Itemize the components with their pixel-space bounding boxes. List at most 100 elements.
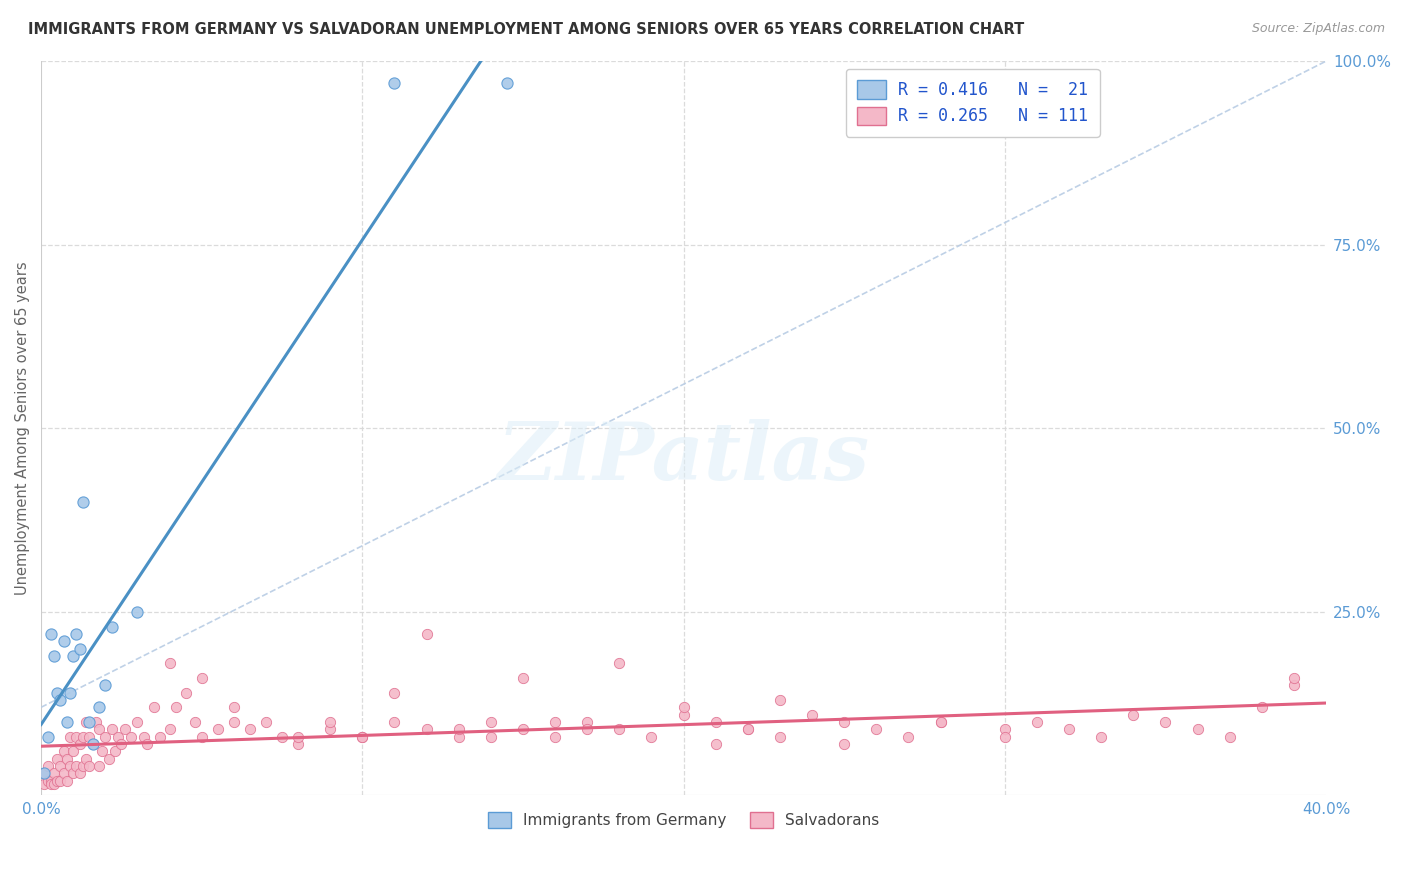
Point — [82, 737, 104, 751]
Point — [1154, 714, 1177, 729]
Point — [607, 657, 630, 671]
Point — [127, 605, 149, 619]
Point — [101, 723, 124, 737]
Point — [34, 766, 56, 780]
Point — [39, 773, 62, 788]
Point — [352, 730, 374, 744]
Point — [87, 759, 110, 773]
Point — [34, 777, 56, 791]
Point — [479, 714, 502, 729]
Point — [1282, 671, 1305, 685]
Point — [37, 730, 59, 744]
Point — [287, 730, 309, 744]
Point — [1282, 678, 1305, 692]
Point — [56, 714, 79, 729]
Point — [384, 685, 406, 699]
Point — [59, 759, 82, 773]
Point — [737, 723, 759, 737]
Point — [352, 730, 374, 744]
Point — [1122, 707, 1144, 722]
Point — [65, 627, 87, 641]
Point — [159, 723, 181, 737]
Point — [46, 685, 69, 699]
Point — [94, 678, 117, 692]
Point — [101, 619, 124, 633]
Point — [415, 723, 437, 737]
Point — [94, 730, 117, 744]
Point — [607, 723, 630, 737]
Point — [1026, 714, 1049, 729]
Point — [704, 714, 727, 729]
Point — [897, 730, 920, 744]
Point — [69, 737, 91, 751]
Point — [384, 714, 406, 729]
Point — [82, 737, 104, 751]
Point — [75, 714, 97, 729]
Point — [42, 766, 65, 780]
Point — [49, 773, 72, 788]
Point — [79, 714, 101, 729]
Point — [72, 494, 94, 508]
Point — [737, 723, 759, 737]
Point — [1187, 723, 1209, 737]
Point — [865, 723, 887, 737]
Point — [132, 730, 155, 744]
Point — [544, 730, 567, 744]
Y-axis label: Unemployment Among Seniors over 65 years: Unemployment Among Seniors over 65 years — [15, 261, 30, 595]
Point — [142, 700, 165, 714]
Point — [415, 627, 437, 641]
Point — [56, 773, 79, 788]
Point — [42, 648, 65, 663]
Point — [136, 737, 159, 751]
Point — [69, 766, 91, 780]
Point — [640, 730, 662, 744]
Point — [87, 700, 110, 714]
Point — [319, 714, 342, 729]
Point — [159, 657, 181, 671]
Point — [319, 723, 342, 737]
Point — [544, 714, 567, 729]
Point — [127, 714, 149, 729]
Point — [79, 759, 101, 773]
Point — [110, 737, 132, 751]
Point — [46, 752, 69, 766]
Point — [239, 723, 262, 737]
Point — [65, 759, 87, 773]
Point — [120, 730, 142, 744]
Point — [165, 700, 187, 714]
Point — [832, 737, 855, 751]
Point — [271, 730, 294, 744]
Point — [512, 723, 534, 737]
Point — [52, 634, 75, 648]
Point — [190, 730, 212, 744]
Point — [37, 773, 59, 788]
Point — [184, 714, 207, 729]
Point — [801, 707, 824, 722]
Point — [46, 773, 69, 788]
Point — [929, 714, 952, 729]
Point — [104, 744, 127, 758]
Point — [447, 730, 470, 744]
Point — [190, 671, 212, 685]
Point — [34, 766, 56, 780]
Point — [79, 730, 101, 744]
Point — [49, 693, 72, 707]
Point — [1090, 730, 1112, 744]
Point — [75, 752, 97, 766]
Point — [87, 723, 110, 737]
Point — [576, 714, 599, 729]
Point — [59, 730, 82, 744]
Point — [37, 759, 59, 773]
Point — [447, 723, 470, 737]
Point — [254, 714, 277, 729]
Point — [287, 737, 309, 751]
Point — [62, 766, 84, 780]
Point — [207, 723, 229, 737]
Point — [479, 730, 502, 744]
Point — [62, 648, 84, 663]
Point — [672, 700, 695, 714]
Point — [496, 76, 519, 90]
Point — [994, 730, 1017, 744]
Point — [56, 752, 79, 766]
Point — [1057, 723, 1080, 737]
